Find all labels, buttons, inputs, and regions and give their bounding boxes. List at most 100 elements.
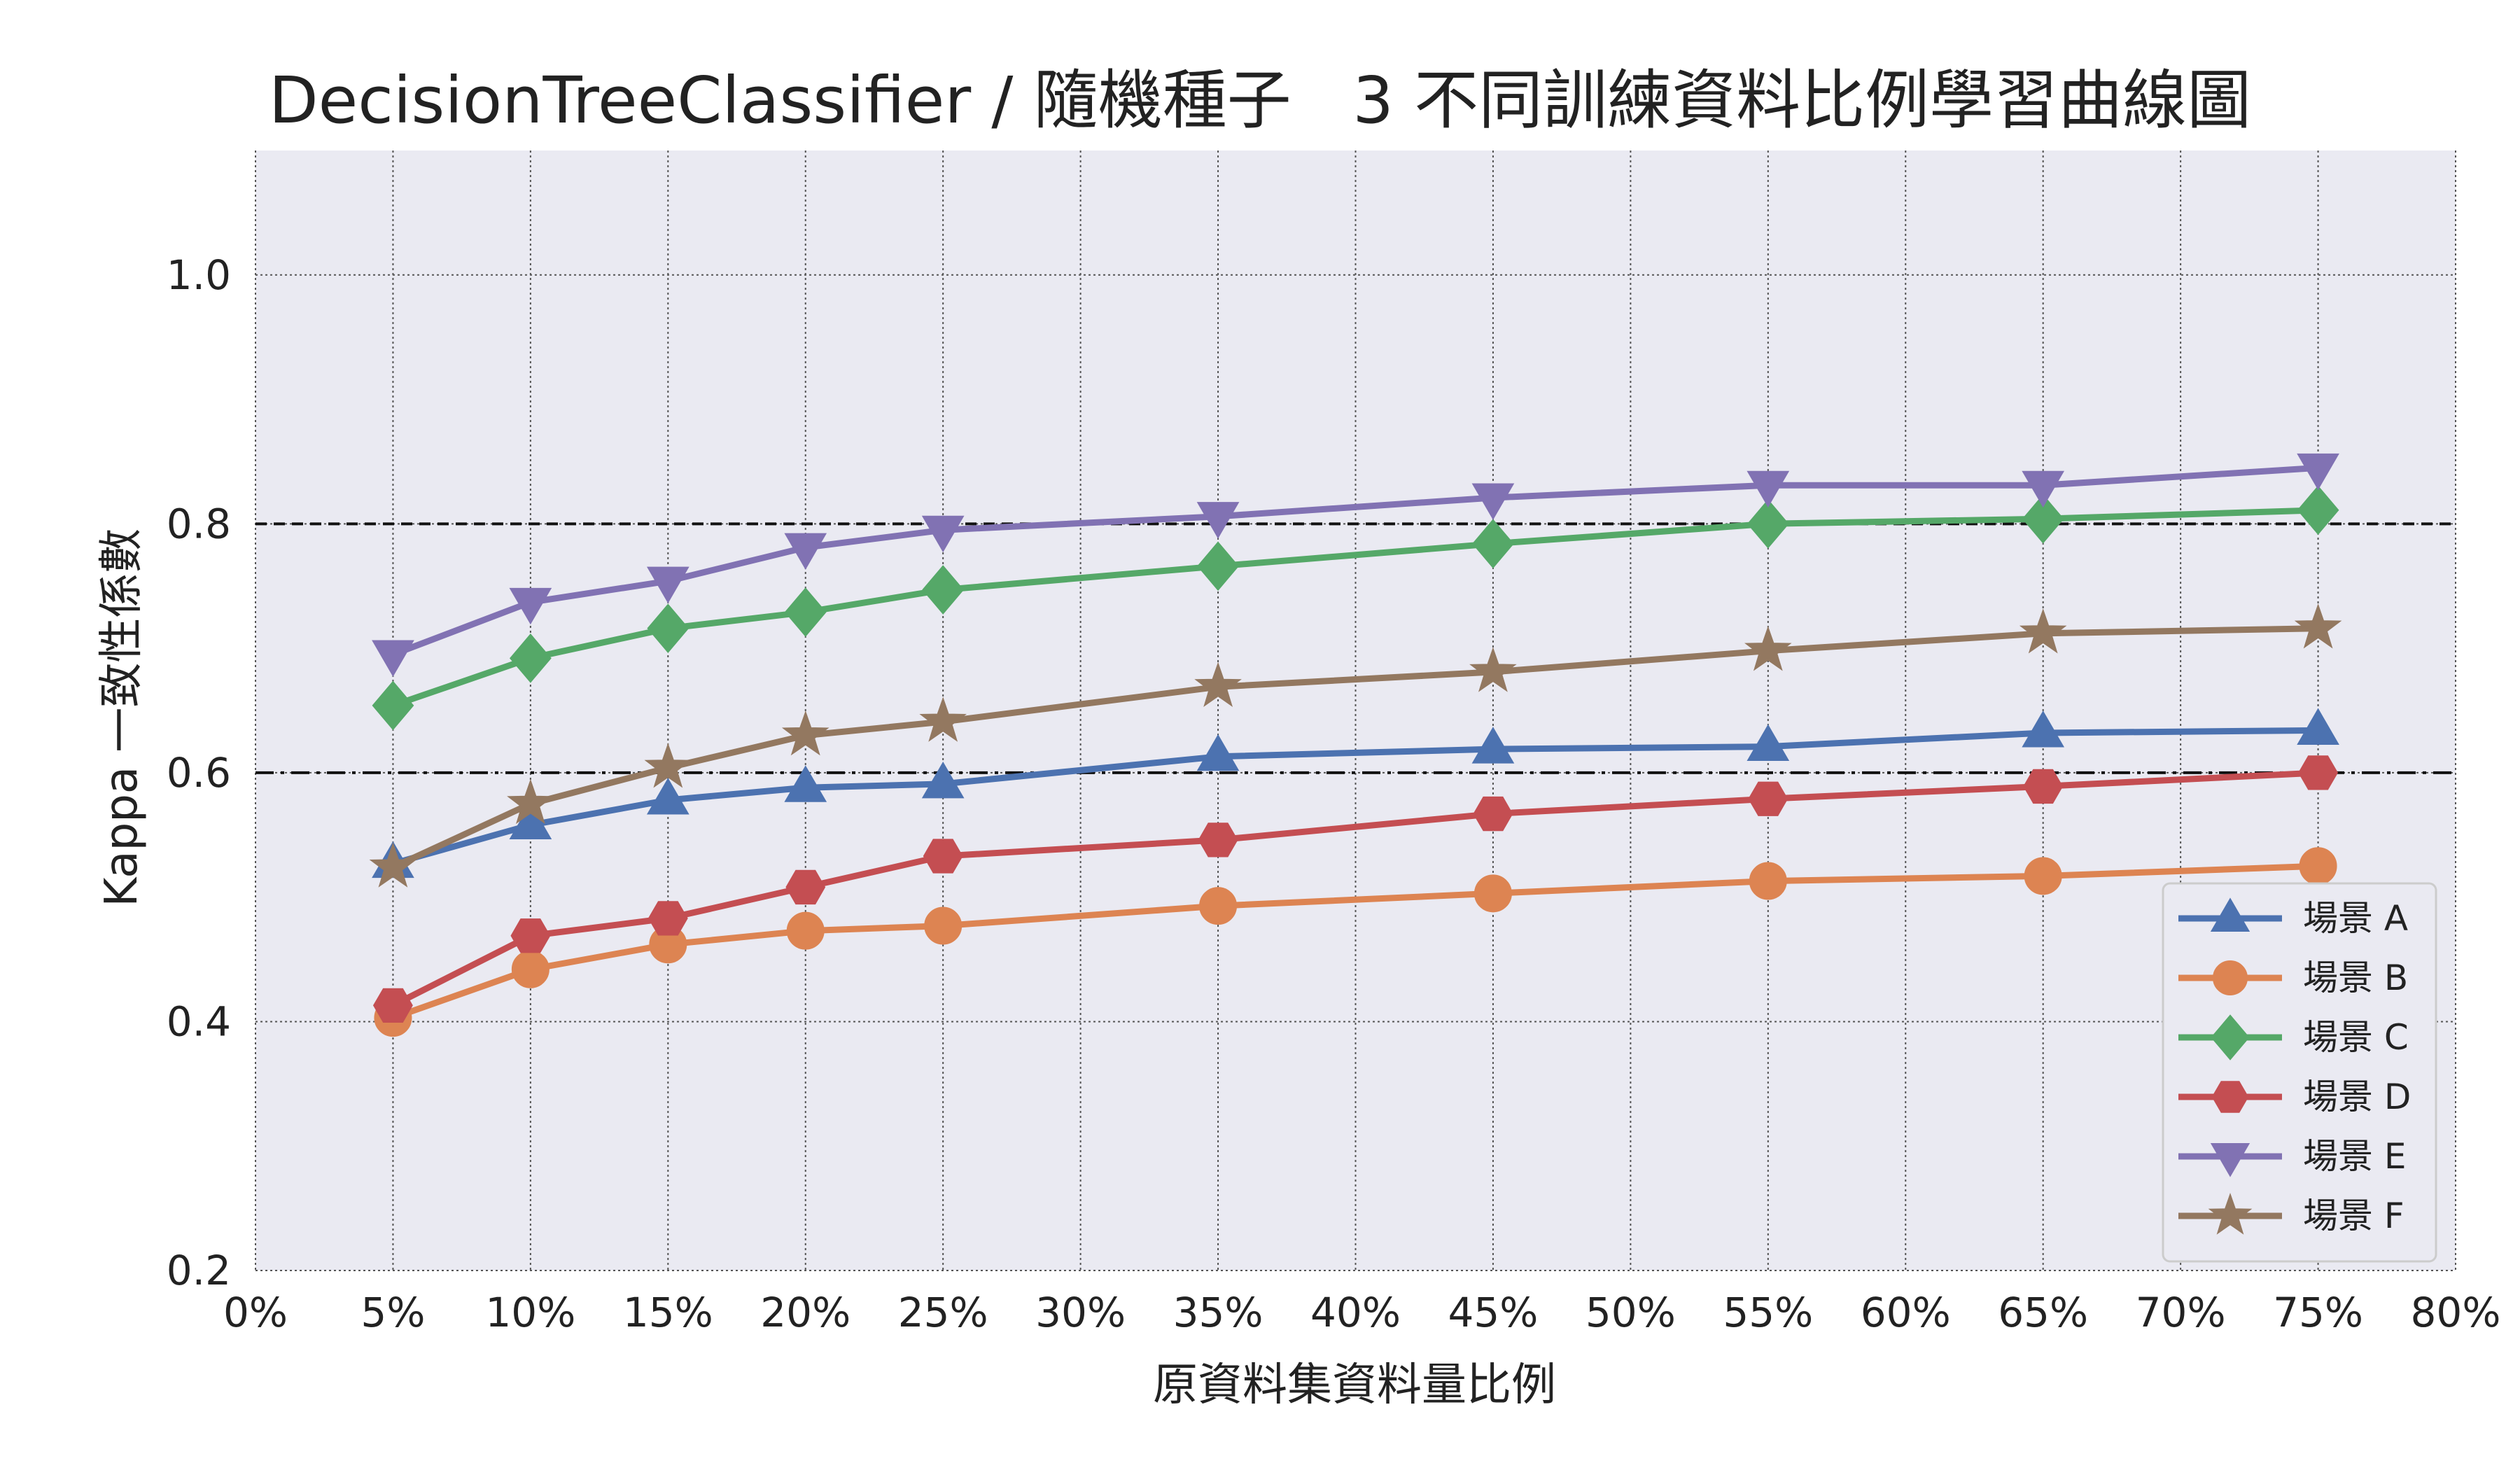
data-point — [509, 587, 552, 625]
data-point — [509, 633, 552, 683]
data-point — [372, 680, 414, 731]
data-point — [2022, 710, 2065, 748]
legend-marker — [2208, 1192, 2253, 1235]
data-point — [919, 696, 967, 742]
x-tick-label: 55% — [1723, 1289, 1813, 1336]
data-point — [1474, 874, 1512, 913]
data-point — [2297, 708, 2339, 745]
legend-item: 場景 F — [2178, 1192, 2404, 1236]
data-point — [2299, 847, 2337, 886]
data-point — [1196, 734, 1240, 771]
data-point — [924, 906, 962, 945]
data-point — [785, 869, 826, 905]
legend-label: 場景 B — [2303, 958, 2408, 998]
x-tick-label: 60% — [1861, 1289, 1951, 1336]
data-point — [922, 565, 965, 615]
legend-item: 場景 A — [2178, 897, 2408, 939]
x-tick-label: 45% — [1448, 1289, 1538, 1336]
chart-title: DecisionTreeClassifier / 隨機種子 3 不同訓練資料比例… — [269, 63, 2251, 138]
series-layer — [369, 453, 2342, 1037]
x-tick-label: 30% — [1035, 1289, 1126, 1336]
legend-marker — [2210, 1143, 2250, 1177]
x-tick-label: 70% — [2136, 1289, 2226, 1336]
legend: 場景 A 場景 B 場景 C 場景 D 場景 E 場景 F — [2162, 882, 2437, 1263]
data-point — [644, 743, 692, 788]
y-tick-label: 0.2 — [167, 1247, 231, 1294]
data-point — [784, 765, 827, 802]
data-point — [1469, 647, 1517, 692]
data-point — [1198, 822, 1238, 858]
data-point — [784, 587, 827, 637]
data-point — [786, 911, 825, 950]
series-line — [389, 507, 2322, 709]
data-point — [2024, 857, 2062, 895]
series-line — [389, 464, 2322, 658]
data-point — [1472, 519, 1514, 569]
y-tick-label: 0.4 — [167, 997, 231, 1045]
data-point — [2298, 755, 2339, 790]
series-c — [372, 485, 2339, 731]
data-point — [2022, 493, 2064, 544]
data-point — [2022, 470, 2065, 508]
y-axis-label: Kappa 一致性係數 — [96, 528, 148, 907]
legend-label: 場景 C — [2303, 1017, 2409, 1058]
data-point — [646, 566, 690, 604]
data-point — [2297, 453, 2339, 491]
x-tick-label: 10% — [485, 1289, 575, 1336]
data-point — [1471, 727, 1515, 764]
legend-marker — [2211, 1014, 2250, 1060]
data-point — [1746, 498, 1789, 549]
legend-label: 場景 A — [2303, 898, 2408, 939]
legend-marker — [2213, 960, 2248, 995]
data-point — [1194, 662, 1242, 707]
data-point — [648, 901, 688, 936]
x-tick-labels: 0% 5% 10% 15% 20% 25% 30% 35% 40% 45% 50% 55% 60% 65%… — [223, 1289, 2500, 1336]
data-point — [511, 950, 550, 988]
x-tick-label: 35% — [1173, 1289, 1264, 1336]
x-tick-label: 15% — [623, 1289, 713, 1336]
reference-lines — [255, 522, 2456, 774]
series-d — [372, 755, 2339, 1023]
legend-item: 場景 E — [2178, 1136, 2407, 1177]
data-point — [1746, 470, 1790, 508]
data-point — [1196, 502, 1240, 539]
data-point — [1744, 626, 1792, 671]
x-tick-label: 20% — [760, 1289, 850, 1336]
y-tick-label: 0.8 — [167, 500, 231, 547]
data-point — [784, 533, 827, 570]
data-point — [2019, 608, 2067, 654]
data-point — [369, 842, 417, 888]
legend-label: 場景 E — [2303, 1136, 2407, 1177]
y-tick-label: 0.6 — [167, 749, 231, 797]
data-point — [507, 778, 554, 825]
data-point — [781, 710, 830, 756]
data-point — [923, 839, 963, 874]
x-tick-label: 75% — [2273, 1289, 2363, 1336]
series-line — [389, 862, 2322, 1021]
data-point — [2023, 769, 2064, 804]
data-point — [510, 918, 551, 953]
legend-marker — [2210, 897, 2250, 932]
x-tick-label: 65% — [1998, 1289, 2088, 1336]
legend-label: 場景 F — [2303, 1196, 2404, 1236]
data-point — [2294, 603, 2342, 649]
series-f — [369, 603, 2342, 888]
legend-item: 場景 B — [2178, 958, 2408, 998]
y-tick-labels: 0.2 0.4 0.6 0.8 1.0 — [167, 251, 231, 1294]
data-point — [921, 761, 965, 799]
x-tick-label: 40% — [1310, 1289, 1401, 1336]
legend-marker — [2211, 1081, 2249, 1113]
series-line — [389, 625, 2322, 871]
x-tick-label: 5% — [360, 1289, 425, 1336]
x-axis-label: 原資料集資料量比例 — [1153, 1359, 1556, 1411]
data-point — [372, 988, 413, 1023]
x-tick-label: 0% — [223, 1289, 288, 1336]
data-point — [372, 640, 414, 677]
data-point — [2297, 485, 2339, 536]
data-point — [647, 603, 690, 654]
series-b — [374, 847, 2337, 1037]
data-point — [1197, 541, 1239, 592]
x-tick-label: 25% — [898, 1289, 988, 1336]
